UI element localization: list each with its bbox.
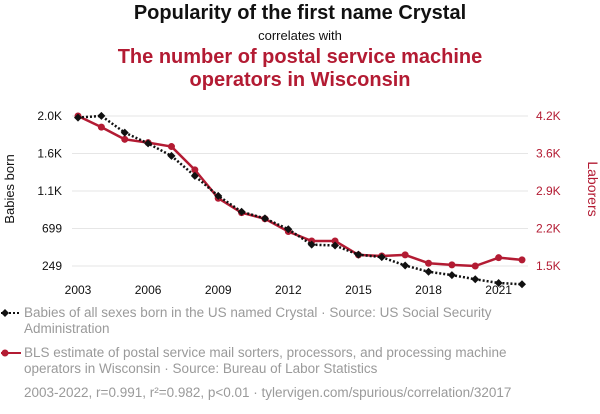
data-point-crystal [447, 271, 456, 280]
chart-footer: 2003-2022, r=0.991, r²=0.982, p<0.01 · t… [24, 385, 512, 400]
data-point-laborers [495, 254, 503, 262]
data-point-crystal [120, 128, 129, 137]
y-tick-label-right: 3.6K [536, 147, 561, 161]
data-point-crystal [471, 275, 480, 284]
x-tick-label: 2021 [485, 283, 512, 297]
series-line-crystal [77, 114, 523, 286]
chart-subtitle: The number of postal service machine ope… [117, 46, 483, 91]
legend-label-laborers: BLS estimate of postal service mail sort… [24, 345, 507, 376]
data-point-crystal [401, 261, 410, 270]
x-tick-label: 2009 [205, 283, 232, 297]
data-point-laborers [167, 143, 175, 151]
data-point-laborers [425, 259, 433, 267]
data-point-crystal [214, 191, 223, 200]
data-point-crystal [237, 207, 246, 216]
y-tick-label-left: 2.0K [37, 109, 62, 123]
data-point-crystal [331, 241, 340, 250]
y-tick-label-right: 4.2K [536, 109, 561, 123]
data-point-crystal [518, 280, 526, 289]
x-tick-label: 2012 [275, 283, 302, 297]
data-point-laborers [448, 261, 456, 269]
legend-key-laborers [1, 349, 21, 357]
data-point-laborers [331, 237, 339, 245]
x-tick-label: 2015 [345, 283, 372, 297]
y-tick-label-left: 1.6K [37, 147, 62, 161]
y-tick-label-left: 1.1K [37, 184, 62, 198]
data-point-laborers [121, 135, 129, 143]
legend-entry-crystal: Babies of all sexes born in the US named… [0, 305, 560, 339]
y-tick-label-left: 699 [42, 222, 62, 236]
data-point-laborers [471, 262, 479, 270]
data-point-laborers [191, 166, 199, 174]
x-tick-label: 2018 [415, 283, 442, 297]
data-point-laborers [97, 123, 105, 131]
data-point-crystal [494, 279, 503, 287]
plot-area: 249 699 1.1K 1.6K 2.0K 1.5K 2.2K 2.9K 3.6K 4.2K 20… [2, 109, 600, 297]
y-axis-label-left: Babies born [2, 154, 17, 223]
legend-entry-laborers: BLS estimate of postal service mail sort… [0, 345, 560, 379]
y-tick-label-right: 1.5K [536, 259, 561, 273]
data-point-crystal [354, 250, 363, 259]
data-point-crystal [97, 111, 106, 120]
data-point-crystal [307, 240, 316, 249]
y-axis-label-right: Laborers [585, 161, 600, 216]
chart-title: Popularity of the first name Crystal [133, 2, 467, 24]
data-point-crystal [74, 113, 82, 122]
data-point-crystal [424, 267, 433, 276]
data-point-crystal [144, 139, 153, 148]
data-point-crystal [284, 225, 293, 234]
y-tick-label-left: 249 [42, 259, 62, 273]
data-point-crystal [260, 214, 269, 223]
x-tick-label: 2006 [135, 283, 162, 297]
data-point-crystal [377, 253, 386, 262]
data-point-crystal [190, 171, 199, 180]
x-tick-label: 2003 [65, 283, 92, 297]
data-point-laborers [401, 251, 409, 259]
legend-label-crystal: Babies of all sexes born in the US named… [24, 305, 492, 336]
legend-key-crystal [1, 309, 21, 317]
data-point-laborers [518, 256, 526, 264]
y-tick-label-right: 2.2K [536, 222, 561, 236]
y-tick-label-right: 2.9K [536, 184, 561, 198]
connector-text: correlates with [258, 28, 342, 43]
data-point-crystal [167, 151, 176, 160]
